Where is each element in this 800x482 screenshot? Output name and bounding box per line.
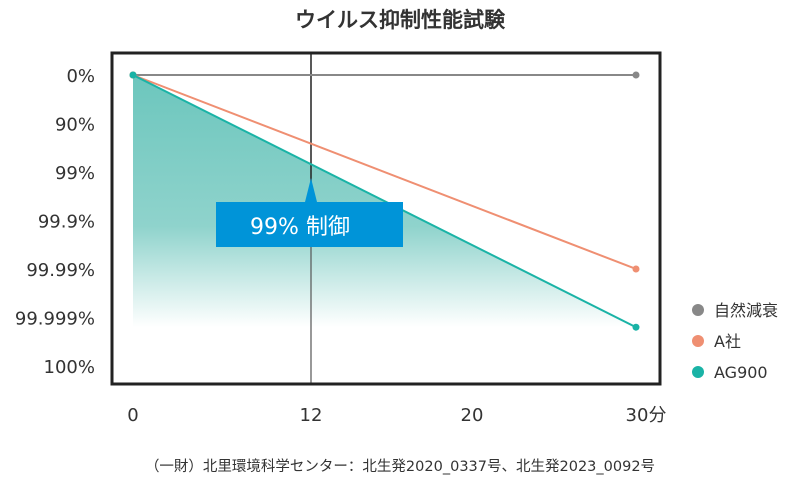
legend-marker [692,304,704,316]
y-tick-label: 99.999% [15,309,95,330]
chart-title: ウイルス抑制性能試験 [295,8,506,32]
data-point [632,71,640,79]
annotation-label: 99% 制御 [250,215,350,240]
legend-marker [692,366,704,378]
plot-frame [110,51,662,386]
y-tick-label: 100% [44,357,95,378]
x-tick-label: 12 [300,405,323,426]
legend-label: AG900 [714,363,768,382]
legend-marker [692,335,704,347]
y-tick-label: 99.99% [26,260,95,281]
legend-label: 自然減衰 [714,301,778,320]
data-point [632,265,640,273]
data-point [632,323,640,331]
x-tick-label: 0 [127,405,138,426]
y-tick-label: 90% [55,115,95,136]
y-tick-label: 99% [55,163,95,184]
y-tick-label: 99.9% [38,212,95,233]
footnote: （一財）北里環境科学センター：北生発2020_0337号、北生発2023_009… [145,457,655,475]
series-line-2 [132,74,637,329]
annotation-callout: 99% 制御 [216,178,403,247]
legend-label: A社 [714,332,741,351]
data-point [129,71,137,79]
y-tick-label: 0% [66,66,95,87]
x-tick-label: 20 [461,405,484,426]
x-tick-label: 30分 [626,405,667,426]
series-line-1 [132,74,637,270]
